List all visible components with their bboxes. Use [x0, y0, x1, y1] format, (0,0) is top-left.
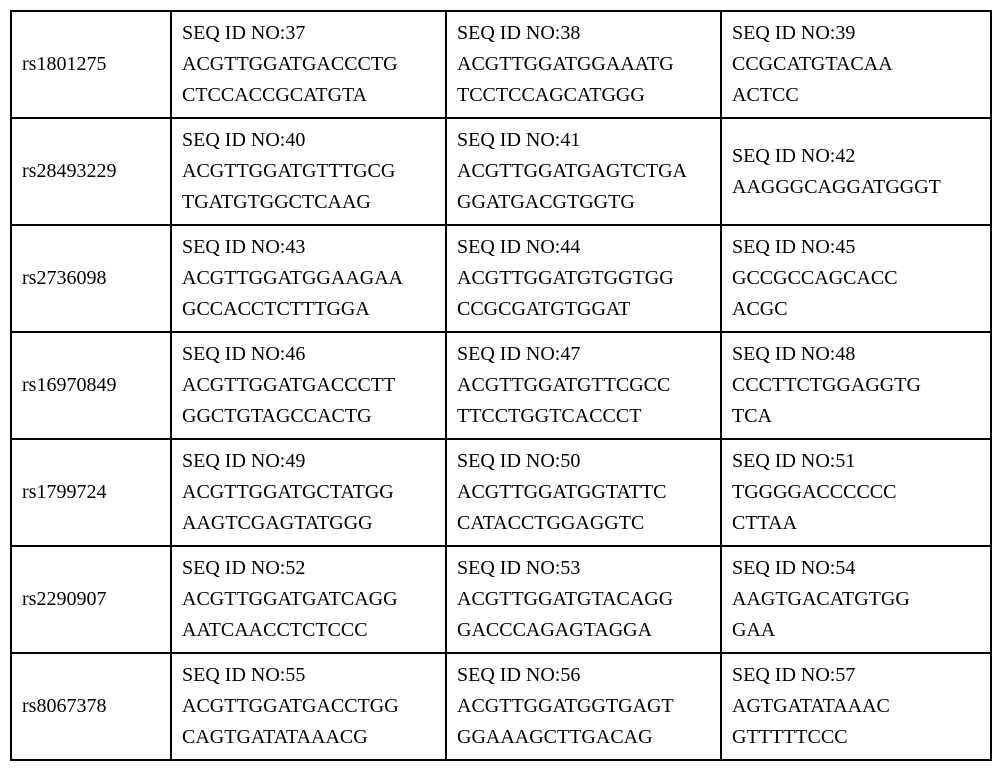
seq-id-label: SEQ ID NO:45 [732, 232, 982, 263]
sequence-line: ACGTTGGATGGAAATG [457, 49, 712, 80]
sequence-line: ACGTTGGATGATCAGG [182, 584, 437, 615]
sequence-line: TCCTCCAGCATGGG [457, 80, 712, 111]
rsid-cell: rs1799724 [11, 439, 171, 546]
seq-id-label: SEQ ID NO:52 [182, 553, 437, 584]
sequence-line: ACGTTGGATGACCTGG [182, 691, 437, 722]
seq-id-label: SEQ ID NO:47 [457, 339, 712, 370]
sequence-line: CAGTGATATAAACG [182, 722, 437, 753]
sequence-line: ACGTTGGATGACCCTT [182, 370, 437, 401]
sequence-cell: SEQ ID NO:42AAGGGCAGGATGGGT [721, 118, 991, 225]
seq-id-label: SEQ ID NO:56 [457, 660, 712, 691]
seq-id-label: SEQ ID NO:55 [182, 660, 437, 691]
rsid-cell: rs16970849 [11, 332, 171, 439]
table-row: rs16970849SEQ ID NO:46ACGTTGGATGACCCTTGG… [11, 332, 991, 439]
sequence-cell: SEQ ID NO:39CCGCATGTACAAACTCC [721, 11, 991, 118]
sequence-line: AATCAACCTCTCCC [182, 615, 437, 646]
seq-id-label: SEQ ID NO:38 [457, 18, 712, 49]
sequence-cell: SEQ ID NO:50ACGTTGGATGGTATTCCATACCTGGAGG… [446, 439, 721, 546]
sequence-cell: SEQ ID NO:47ACGTTGGATGTTCGCCTTCCTGGTCACC… [446, 332, 721, 439]
sequence-line: ACGTTGGATGACCCTG [182, 49, 437, 80]
sequence-cell: SEQ ID NO:55ACGTTGGATGACCTGGCAGTGATATAAA… [171, 653, 446, 760]
table-row: rs2736098SEQ ID NO:43ACGTTGGATGGAAGAAGCC… [11, 225, 991, 332]
rsid-cell: rs2736098 [11, 225, 171, 332]
sequence-cell: SEQ ID NO:54AAGTGACATGTGGGAA [721, 546, 991, 653]
sequence-line: ACGTTGGATGGTGAGT [457, 691, 712, 722]
seq-id-label: SEQ ID NO:48 [732, 339, 982, 370]
sequence-line: ACGTTGGATGGTATTC [457, 477, 712, 508]
sequence-line: GACCCAGAGTAGGA [457, 615, 712, 646]
rsid-cell: rs1801275 [11, 11, 171, 118]
sequence-cell: SEQ ID NO:41ACGTTGGATGAGTCTGAGGATGACGTGG… [446, 118, 721, 225]
sequence-line: AAGTGACATGTGG [732, 584, 982, 615]
seq-id-label: SEQ ID NO:46 [182, 339, 437, 370]
seq-id-label: SEQ ID NO:42 [732, 141, 982, 172]
table-row: rs8067378SEQ ID NO:55ACGTTGGATGACCTGGCAG… [11, 653, 991, 760]
sequence-line: CATACCTGGAGGTC [457, 508, 712, 539]
sequence-cell: SEQ ID NO:45GCCGCCAGCACCACGC [721, 225, 991, 332]
sequence-line: AAGTCGAGTATGGG [182, 508, 437, 539]
sequence-table: rs1801275SEQ ID NO:37ACGTTGGATGACCCTGCTC… [10, 10, 992, 761]
sequence-line: ACGTTGGATGAGTCTGA [457, 156, 712, 187]
sequence-line: ACGTTGGATGCTATGG [182, 477, 437, 508]
sequence-cell: SEQ ID NO:56ACGTTGGATGGTGAGTGGAAAGCTTGAC… [446, 653, 721, 760]
sequence-line: GGATGACGTGGTG [457, 187, 712, 218]
seq-id-label: SEQ ID NO:39 [732, 18, 982, 49]
seq-id-label: SEQ ID NO:53 [457, 553, 712, 584]
sequence-line: CCGCGATGTGGAT [457, 294, 712, 325]
sequence-cell: SEQ ID NO:48CCCTTCTGGAGGTGTCA [721, 332, 991, 439]
sequence-line: CCCTTCTGGAGGTG [732, 370, 982, 401]
sequence-line: AGTGATATAAAC [732, 691, 982, 722]
sequence-cell: SEQ ID NO:51TGGGGACCCCCCCTTAA [721, 439, 991, 546]
seq-id-label: SEQ ID NO:57 [732, 660, 982, 691]
sequence-line: CTTAA [732, 508, 982, 539]
sequence-line: TCA [732, 401, 982, 432]
seq-id-label: SEQ ID NO:41 [457, 125, 712, 156]
sequence-line: CTCCACCGCATGTA [182, 80, 437, 111]
sequence-cell: SEQ ID NO:46ACGTTGGATGACCCTTGGCTGTAGCCAC… [171, 332, 446, 439]
sequence-cell: SEQ ID NO:43ACGTTGGATGGAAGAAGCCACCTCTTTG… [171, 225, 446, 332]
sequence-line: CCGCATGTACAA [732, 49, 982, 80]
sequence-line: TGATGTGGCTCAAG [182, 187, 437, 218]
rsid-cell: rs28493229 [11, 118, 171, 225]
sequence-line: GCCGCCAGCACC [732, 263, 982, 294]
sequence-cell: SEQ ID NO:53ACGTTGGATGTACAGGGACCCAGAGTAG… [446, 546, 721, 653]
seq-id-label: SEQ ID NO:49 [182, 446, 437, 477]
sequence-table-body: rs1801275SEQ ID NO:37ACGTTGGATGACCCTGCTC… [11, 11, 991, 760]
sequence-cell: SEQ ID NO:38ACGTTGGATGGAAATGTCCTCCAGCATG… [446, 11, 721, 118]
seq-id-label: SEQ ID NO:50 [457, 446, 712, 477]
sequence-line: AAGGGCAGGATGGGT [732, 172, 982, 203]
sequence-line: GAA [732, 615, 982, 646]
sequence-line: GTTTTTCCC [732, 722, 982, 753]
sequence-line: ACGC [732, 294, 982, 325]
sequence-line: ACGTTGGATGTTCGCC [457, 370, 712, 401]
sequence-line: ACTCC [732, 80, 982, 111]
table-row: rs28493229SEQ ID NO:40ACGTTGGATGTTTGCGTG… [11, 118, 991, 225]
seq-id-label: SEQ ID NO:44 [457, 232, 712, 263]
table-row: rs2290907SEQ ID NO:52ACGTTGGATGATCAGGAAT… [11, 546, 991, 653]
sequence-line: GGAAAGCTTGACAG [457, 722, 712, 753]
sequence-cell: SEQ ID NO:57AGTGATATAAACGTTTTTCCC [721, 653, 991, 760]
sequence-cell: SEQ ID NO:44ACGTTGGATGTGGTGGCCGCGATGTGGA… [446, 225, 721, 332]
sequence-line: ACGTTGGATGGAAGAA [182, 263, 437, 294]
rsid-cell: rs8067378 [11, 653, 171, 760]
sequence-line: ACGTTGGATGTACAGG [457, 584, 712, 615]
sequence-cell: SEQ ID NO:49ACGTTGGATGCTATGGAAGTCGAGTATG… [171, 439, 446, 546]
seq-id-label: SEQ ID NO:51 [732, 446, 982, 477]
table-row: rs1801275SEQ ID NO:37ACGTTGGATGACCCTGCTC… [11, 11, 991, 118]
sequence-line: ACGTTGGATGTTTGCG [182, 156, 437, 187]
rsid-cell: rs2290907 [11, 546, 171, 653]
table-row: rs1799724SEQ ID NO:49ACGTTGGATGCTATGGAAG… [11, 439, 991, 546]
sequence-cell: SEQ ID NO:37ACGTTGGATGACCCTGCTCCACCGCATG… [171, 11, 446, 118]
sequence-cell: SEQ ID NO:40ACGTTGGATGTTTGCGTGATGTGGCTCA… [171, 118, 446, 225]
sequence-line: GCCACCTCTTTGGA [182, 294, 437, 325]
sequence-line: TGGGGACCCCCC [732, 477, 982, 508]
sequence-line: ACGTTGGATGTGGTGG [457, 263, 712, 294]
sequence-cell: SEQ ID NO:52ACGTTGGATGATCAGGAATCAACCTCTC… [171, 546, 446, 653]
sequence-line: TTCCTGGTCACCCT [457, 401, 712, 432]
seq-id-label: SEQ ID NO:43 [182, 232, 437, 263]
seq-id-label: SEQ ID NO:54 [732, 553, 982, 584]
seq-id-label: SEQ ID NO:40 [182, 125, 437, 156]
sequence-line: GGCTGTAGCCACTG [182, 401, 437, 432]
seq-id-label: SEQ ID NO:37 [182, 18, 437, 49]
